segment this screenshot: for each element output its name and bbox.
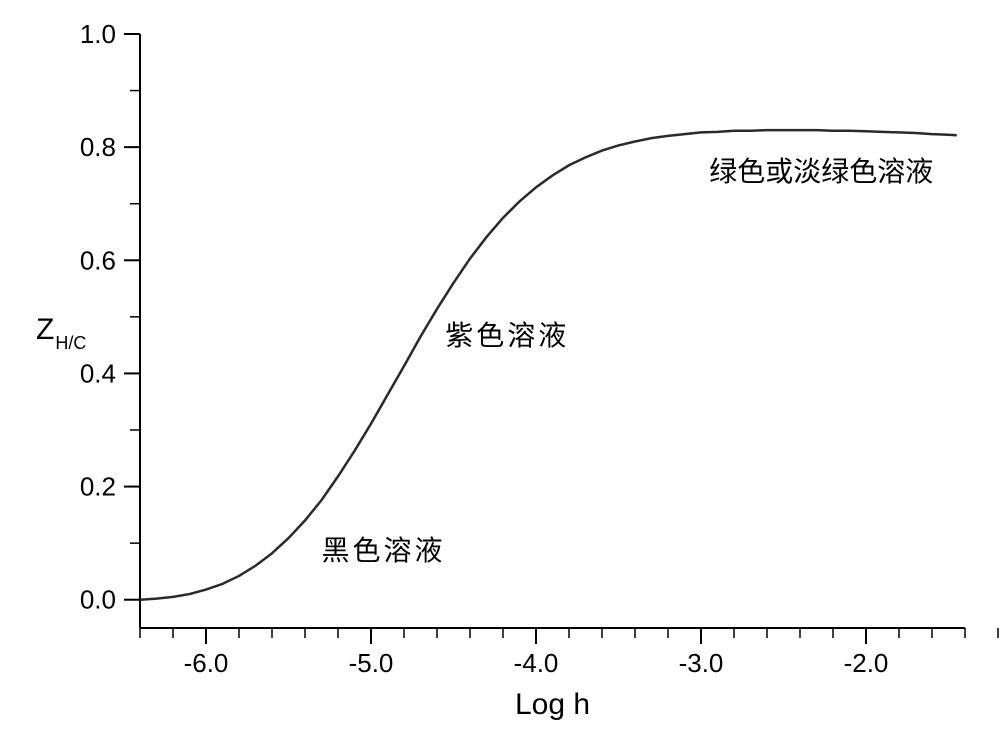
y-tick-label: 0.2	[80, 472, 116, 502]
y-tick-label: 1.0	[80, 19, 116, 49]
x-axis-label: Log h	[515, 688, 590, 721]
y-tick-label: 0.6	[80, 245, 116, 275]
chart-svg: -6.0-5.0-4.0-3.0-2.0-1.00.00.20.40.60.81…	[0, 0, 1000, 734]
annotation-0: 黑色溶液	[322, 535, 446, 566]
x-tick-label: -2.0	[844, 648, 889, 678]
y-tick-label: 0.8	[80, 132, 116, 162]
y-tick-label: 0.0	[80, 585, 116, 615]
annotation-1: 紫色溶液	[445, 320, 569, 351]
x-tick-label: -5.0	[349, 648, 394, 678]
x-tick-label: -3.0	[679, 648, 724, 678]
chart-background	[0, 0, 1000, 734]
x-tick-label: -4.0	[514, 648, 559, 678]
annotation-2: 绿色或淡绿色溶液	[709, 156, 933, 187]
chart-container: -6.0-5.0-4.0-3.0-2.0-1.00.00.20.40.60.81…	[0, 0, 1000, 734]
y-tick-label: 0.4	[80, 358, 116, 388]
x-tick-label: -6.0	[184, 648, 229, 678]
